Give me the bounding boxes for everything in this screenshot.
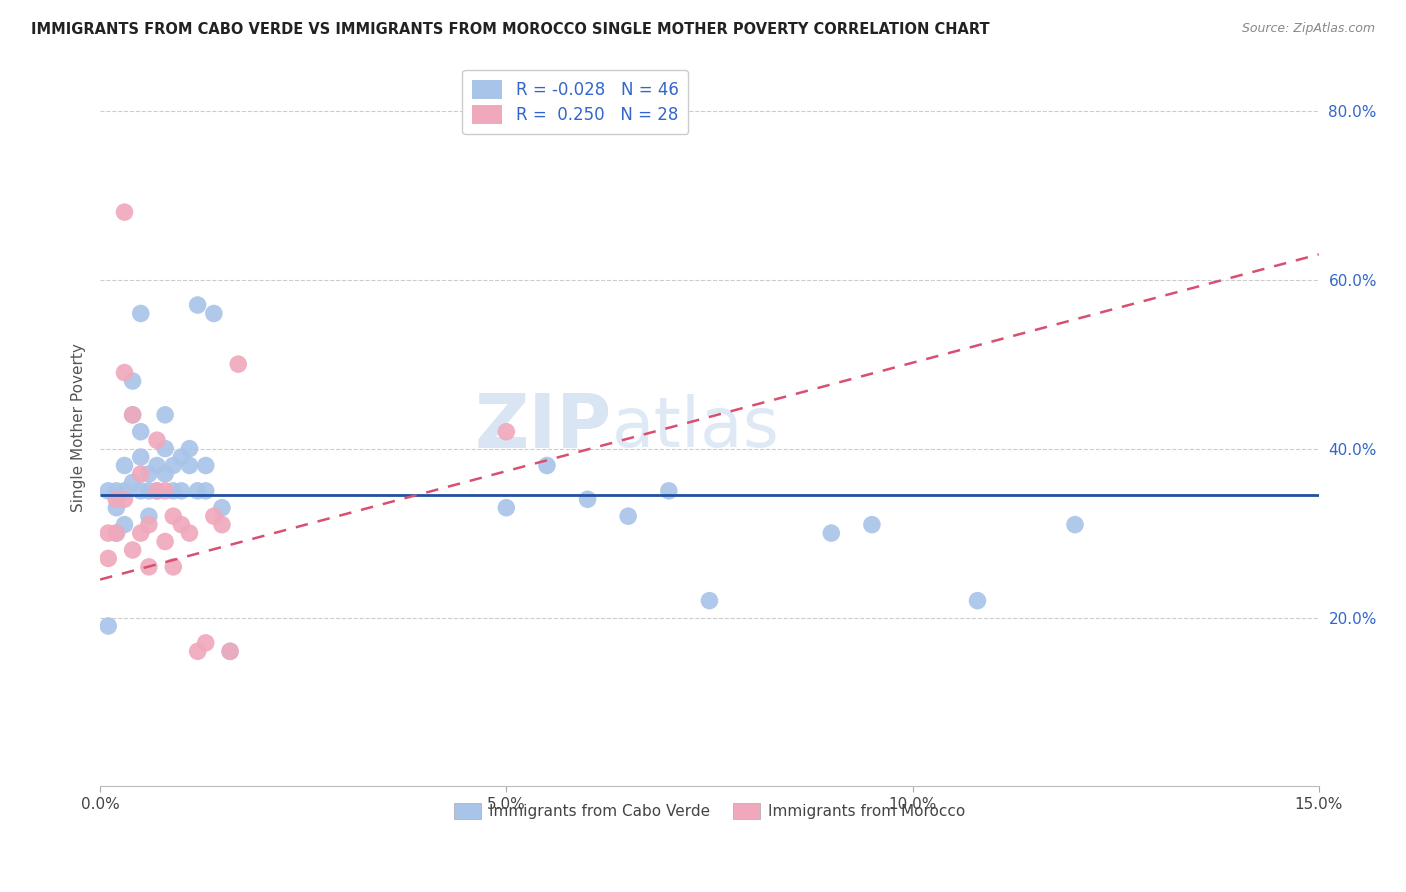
Point — [114, 483, 136, 498]
Point — [536, 458, 558, 473]
Point — [194, 483, 217, 498]
Point — [129, 306, 152, 320]
Point — [105, 526, 128, 541]
Point — [105, 500, 128, 515]
Text: IMMIGRANTS FROM CABO VERDE VS IMMIGRANTS FROM MOROCCO SINGLE MOTHER POVERTY CORR: IMMIGRANTS FROM CABO VERDE VS IMMIGRANTS… — [31, 22, 990, 37]
Point — [226, 357, 249, 371]
Point — [495, 425, 517, 439]
Legend: Immigrants from Cabo Verde, Immigrants from Morocco: Immigrants from Cabo Verde, Immigrants f… — [447, 797, 972, 825]
Point — [146, 458, 169, 473]
Point — [97, 526, 120, 541]
Point — [129, 450, 152, 464]
Point — [129, 425, 152, 439]
Point — [129, 467, 152, 481]
Text: Source: ZipAtlas.com: Source: ZipAtlas.com — [1241, 22, 1375, 36]
Point — [211, 500, 233, 515]
Point — [179, 526, 201, 541]
Point — [179, 458, 201, 473]
Point — [97, 483, 120, 498]
Point — [576, 492, 599, 507]
Point — [153, 534, 176, 549]
Point — [202, 509, 225, 524]
Point — [114, 366, 136, 380]
Point — [966, 593, 988, 607]
Point — [162, 458, 184, 473]
Point — [162, 509, 184, 524]
Point — [114, 458, 136, 473]
Point — [121, 408, 143, 422]
Point — [194, 458, 217, 473]
Point — [138, 483, 160, 498]
Point — [114, 492, 136, 507]
Point — [153, 467, 176, 481]
Point — [121, 374, 143, 388]
Point — [97, 619, 120, 633]
Point — [187, 644, 209, 658]
Point — [105, 526, 128, 541]
Point — [97, 551, 120, 566]
Point — [146, 483, 169, 498]
Point — [138, 467, 160, 481]
Point — [202, 306, 225, 320]
Point — [187, 483, 209, 498]
Point — [170, 450, 193, 464]
Point — [170, 483, 193, 498]
Point — [1064, 517, 1087, 532]
Point — [153, 442, 176, 456]
Point — [219, 644, 242, 658]
Y-axis label: Single Mother Poverty: Single Mother Poverty — [72, 343, 86, 512]
Point — [129, 483, 152, 498]
Point — [138, 559, 160, 574]
Point — [105, 483, 128, 498]
Point — [495, 500, 517, 515]
Point — [138, 517, 160, 532]
Text: ZIP: ZIP — [475, 391, 612, 464]
Point — [162, 483, 184, 498]
Point — [617, 509, 640, 524]
Point — [114, 205, 136, 219]
Point — [129, 526, 152, 541]
Point — [121, 475, 143, 490]
Point — [153, 408, 176, 422]
Point — [170, 517, 193, 532]
Point — [146, 433, 169, 447]
Point — [211, 517, 233, 532]
Point — [699, 593, 721, 607]
Point — [153, 483, 176, 498]
Point — [820, 526, 842, 541]
Point — [121, 408, 143, 422]
Point — [114, 517, 136, 532]
Point — [146, 483, 169, 498]
Text: atlas: atlas — [612, 394, 780, 461]
Point — [194, 636, 217, 650]
Point — [121, 543, 143, 558]
Point — [162, 559, 184, 574]
Point — [219, 644, 242, 658]
Point — [138, 509, 160, 524]
Point — [187, 298, 209, 312]
Point — [179, 442, 201, 456]
Point — [105, 492, 128, 507]
Point — [658, 483, 681, 498]
Point — [860, 517, 883, 532]
